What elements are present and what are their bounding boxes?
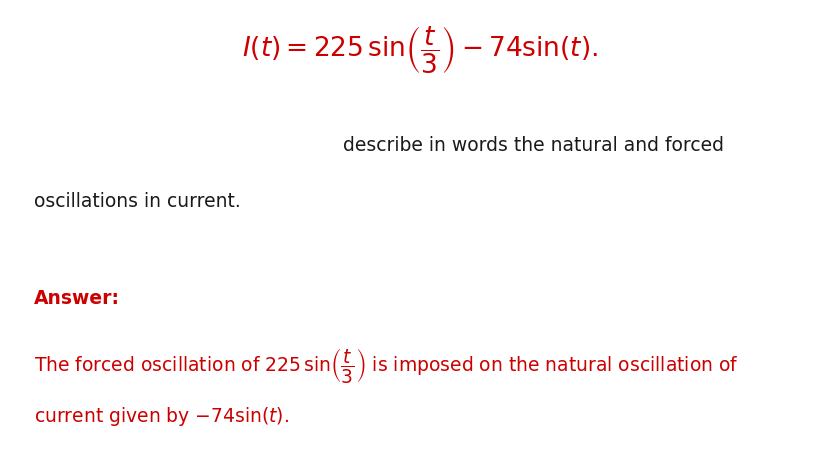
Text: current given by $-74\sin(t)$.: current given by $-74\sin(t)$.	[34, 404, 289, 427]
Text: Answer:: Answer:	[34, 289, 119, 308]
Text: $I(t) = 225\,\sin\!\left(\dfrac{t}{3}\right) - 74\sin(t).$: $I(t) = 225\,\sin\!\left(\dfrac{t}{3}\ri…	[242, 25, 598, 76]
Text: The forced oscillation of 225$\,\sin\!\left(\dfrac{t}{3}\right)$ is imposed on t: The forced oscillation of 225$\,\sin\!\l…	[34, 345, 738, 384]
Text: describe in words the natural and forced: describe in words the natural and forced	[343, 135, 724, 154]
Text: oscillations in current.: oscillations in current.	[34, 192, 240, 211]
